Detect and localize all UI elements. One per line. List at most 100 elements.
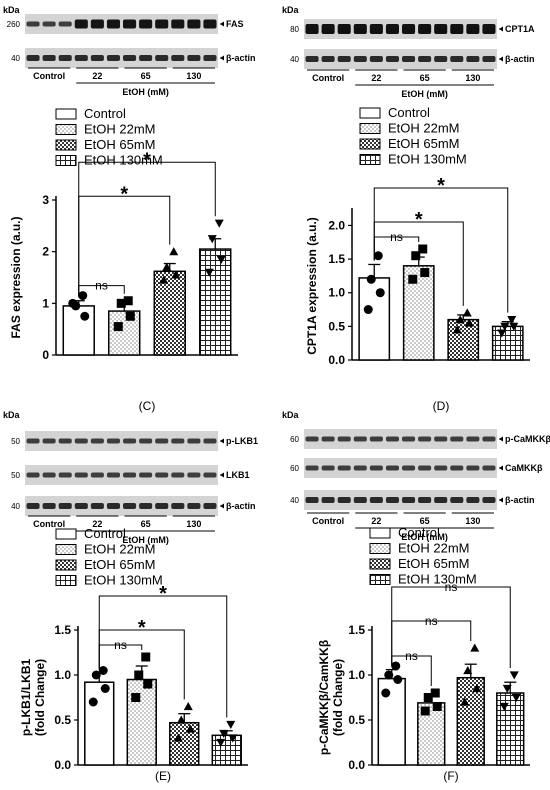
panel-label: (D)	[433, 399, 450, 413]
data-point	[363, 305, 373, 315]
significance-label: *	[437, 175, 445, 197]
legend-entry: EtOH 130mM	[388, 152, 467, 167]
blot-band	[74, 55, 88, 61]
blot-row: 40 β-actin	[11, 496, 256, 516]
y-tick-label: 2	[42, 245, 49, 259]
blot-band	[418, 497, 432, 503]
blot-row: 60 p-CaMKKβ	[290, 429, 550, 449]
y-tick-label: 1.5	[348, 623, 365, 637]
blot-band	[187, 472, 201, 478]
blot-band	[42, 55, 56, 61]
data-point	[408, 274, 418, 284]
data-point	[430, 688, 440, 698]
blot-row: 40 β-actin	[11, 48, 256, 68]
bar-chart-c: 0 1 2 3 FAS expression (a.u.) ns * * (C)	[9, 149, 238, 413]
blot-band	[466, 56, 480, 62]
legend-entry: Control	[388, 105, 430, 120]
mw-marker: 50	[11, 437, 20, 446]
blot-strip	[304, 458, 497, 478]
data-point	[207, 235, 217, 244]
blot-band	[106, 438, 120, 444]
blot-band	[450, 465, 464, 471]
data-point	[472, 684, 482, 693]
data-point	[391, 661, 401, 671]
blot-band	[482, 56, 496, 62]
data-point	[143, 679, 153, 689]
blot-band	[353, 465, 367, 471]
blot-band	[482, 465, 496, 471]
blot-band	[482, 497, 496, 503]
blot-row: 50 p-LKB1	[11, 431, 258, 451]
blot-band	[353, 436, 367, 442]
data-point	[509, 322, 519, 331]
blot-strip	[25, 48, 218, 68]
significance-label: *	[120, 183, 128, 205]
significance-label: ns	[95, 279, 108, 293]
arrow-head	[220, 472, 224, 478]
blot-panel-f: kDa 60 p-CaMKKβ 60 CaMKKβ 40 β-actin Control 22 6…	[282, 410, 550, 542]
blot-band	[123, 55, 137, 61]
arrow-head	[499, 497, 503, 503]
blot-band	[155, 438, 169, 444]
significance-label: ns	[405, 649, 418, 663]
blot-band	[171, 19, 185, 29]
y-axis-label: CPT1A expression (a.u.)	[305, 217, 319, 355]
legend-swatch	[359, 154, 381, 165]
significance-label: ns	[114, 638, 127, 652]
etoh-label: EtOH (mM)	[122, 87, 169, 97]
blot-band	[369, 436, 383, 442]
legend-swatch	[359, 138, 381, 150]
data-point	[131, 693, 141, 702]
blot-band	[139, 55, 153, 61]
data-point	[507, 316, 517, 325]
y-tick-label: 1.5	[328, 252, 345, 266]
bar	[456, 676, 485, 766]
blot-band	[305, 465, 319, 471]
legend-swatch	[369, 543, 391, 554]
data-point	[384, 670, 394, 680]
legend-entry: EtOH 65mM	[388, 136, 460, 151]
blot-band	[321, 436, 335, 442]
blot-band	[466, 24, 480, 34]
y-axis-label: p-CaMKKβ/CamKKβ(fold Change)	[317, 640, 345, 755]
y-tick-label: 1.0	[328, 286, 345, 300]
data-point	[470, 643, 480, 652]
blot-strip	[25, 14, 218, 34]
y-tick-label: 1.0	[348, 668, 365, 682]
y-axis-label: FAS expression (a.u.)	[9, 216, 23, 338]
panel-label: (C)	[139, 399, 156, 413]
blot-band	[434, 465, 448, 471]
legend-entry: Control	[84, 106, 126, 121]
bar	[108, 310, 141, 356]
arrow-head	[499, 26, 503, 32]
blot-band	[139, 503, 153, 509]
bar	[199, 248, 232, 356]
data-point	[123, 296, 133, 306]
blot-band	[369, 56, 383, 62]
data-point	[162, 262, 172, 271]
legend-swatch	[55, 528, 77, 540]
legend-swatch	[55, 108, 77, 120]
blot-row: 60 CaMKKβ	[290, 458, 543, 478]
arrow-head	[220, 503, 224, 509]
blot-band	[337, 465, 351, 471]
legend-swatch	[55, 544, 77, 555]
legend-entry: EtOH 130mM	[84, 153, 163, 168]
group-label: 65	[141, 71, 151, 81]
legend-entry: EtOH 22mM	[84, 122, 156, 137]
blot-band	[203, 55, 217, 61]
group-label: 22	[371, 516, 381, 526]
blot-band	[203, 438, 217, 444]
blot-row: 50 LKB1	[11, 465, 250, 485]
kda-label: kDa	[3, 410, 21, 420]
blot-band	[123, 472, 137, 478]
kda-label: kDa	[282, 410, 300, 420]
y-tick-label: 1	[42, 296, 49, 310]
mw-marker: 40	[11, 54, 20, 63]
blot-band	[337, 24, 351, 34]
etoh-label: EtOH (mM)	[401, 89, 448, 99]
data-point	[171, 270, 181, 279]
